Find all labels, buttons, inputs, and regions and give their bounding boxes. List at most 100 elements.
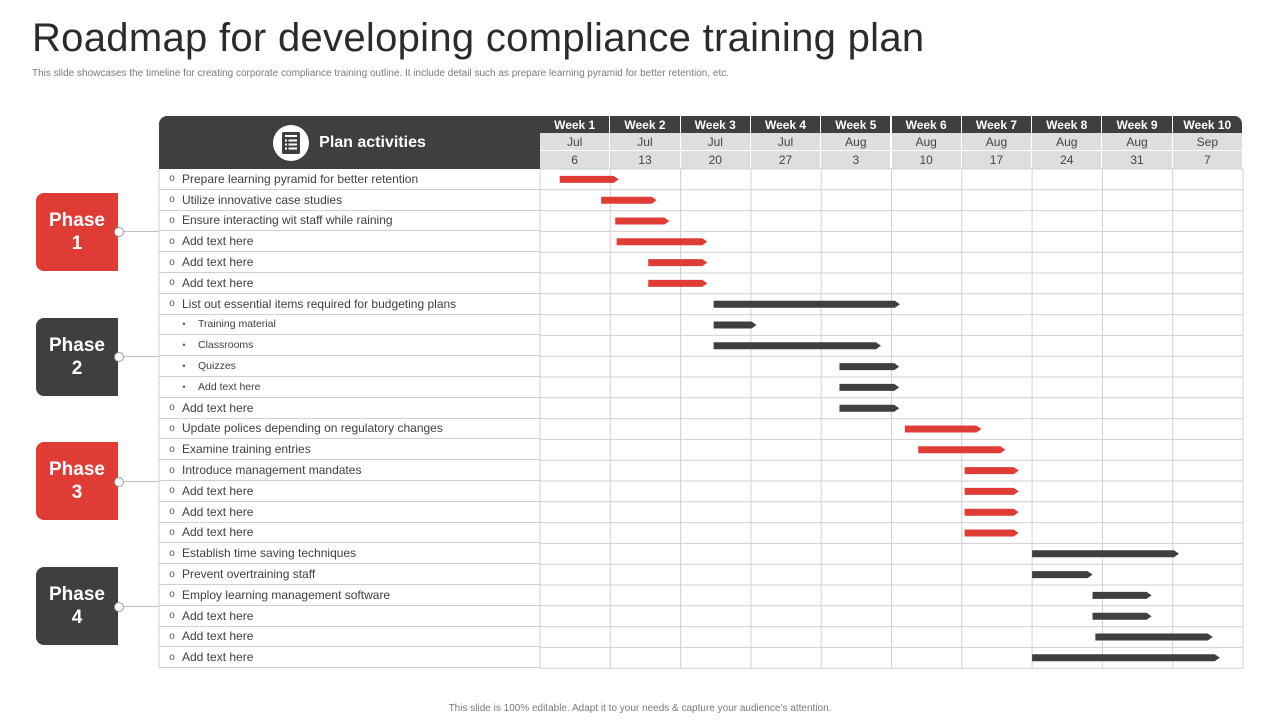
timeline-bar <box>964 487 1019 495</box>
activity-text: List out essential items required for bu… <box>182 296 457 311</box>
activity-row: o Add text here <box>159 627 540 648</box>
timeline-bar <box>1032 571 1093 579</box>
week-day: 27 <box>750 150 822 169</box>
activity-text: Add text here <box>182 608 254 623</box>
activity-text: Add text here <box>182 650 254 665</box>
timeline-bar <box>839 383 900 391</box>
phase-3-label: Phase 3 <box>36 442 118 520</box>
circle-bullet-icon: o <box>169 589 175 601</box>
timeline-bar <box>713 300 900 308</box>
week-header: Week 8 <box>1032 116 1103 133</box>
week-day: 24 <box>1032 150 1103 169</box>
timeline-bar <box>1095 633 1213 641</box>
activity-row: o Prevent overtraining staff <box>159 564 540 585</box>
activity-text: Add text here <box>182 275 254 290</box>
bullet-icon: • <box>182 381 186 392</box>
activity-text: Employ learning management software <box>182 587 391 602</box>
activity-text: Ensure interacting wit staff while raini… <box>182 213 393 228</box>
activity-row: o Add text here <box>159 481 540 502</box>
week-month: Jul <box>680 133 751 150</box>
circle-bullet-icon: o <box>169 464 175 476</box>
week-month: Jul <box>750 133 822 150</box>
timeline-bar <box>559 175 619 183</box>
circle-bullet-icon: o <box>169 422 175 434</box>
timeline-bar <box>839 363 900 371</box>
phase-connector-dot <box>114 227 124 237</box>
timeline-bar <box>964 467 1019 475</box>
timeline-bar <box>839 404 900 412</box>
phase-connector-dot <box>114 602 124 612</box>
page-title: Roadmap for developing compliance traini… <box>32 16 925 60</box>
circle-bullet-icon: o <box>169 402 175 414</box>
circle-bullet-icon: o <box>169 485 175 497</box>
circle-bullet-icon: o <box>169 298 175 310</box>
activity-row: o Prepare learning pyramid for better ret… <box>159 169 540 190</box>
timeline-bar <box>616 238 708 246</box>
activity-text: Quizzes <box>198 360 236 373</box>
week-day: 6 <box>540 150 611 169</box>
circle-bullet-icon: o <box>169 547 175 559</box>
activity-row: • Training material <box>159 315 540 336</box>
activity-text: Introduce management mandates <box>182 463 362 478</box>
activity-text: Add text here <box>182 504 254 519</box>
week-month: Aug <box>1102 133 1173 150</box>
week-month: Aug <box>961 133 1033 150</box>
activity-row: o Add text here <box>159 252 540 273</box>
week-month: Aug <box>1032 133 1103 150</box>
week-day: 31 <box>1102 150 1173 169</box>
activity-text: Examine training entries <box>182 442 311 457</box>
timeline-bar <box>964 529 1019 537</box>
activity-row: • Add text here <box>159 377 540 398</box>
activity-row: • Classrooms <box>159 335 540 357</box>
activity-row: o Update polices depending on regulatory … <box>159 419 540 440</box>
activity-text: Training material <box>198 318 276 331</box>
phase-connector <box>118 231 159 232</box>
week-header: Week 10 <box>1172 116 1243 133</box>
phase-connector <box>118 606 159 607</box>
week-header: Week 2 <box>610 116 681 133</box>
activity-row: o Add text here <box>159 398 540 419</box>
activity-row: o Employ learning management software <box>159 585 540 606</box>
circle-bullet-icon: o <box>169 651 175 663</box>
circle-bullet-icon: o <box>169 568 175 580</box>
week-month: Sep <box>1172 133 1243 150</box>
phase-connector <box>118 356 159 357</box>
activity-text: Classrooms <box>198 339 254 352</box>
activity-text: Add text here <box>182 234 254 249</box>
activity-row: o Add text here <box>159 231 540 253</box>
circle-bullet-icon: o <box>169 610 175 622</box>
activity-text: Add text here <box>182 400 254 415</box>
timeline-bar <box>615 217 670 225</box>
activity-row: o Establish time saving techniques <box>159 543 540 565</box>
phase-connector-dot <box>114 477 124 487</box>
circle-bullet-icon: o <box>169 173 175 185</box>
week-day: 17 <box>961 150 1033 169</box>
timeline-bar <box>964 508 1019 516</box>
circle-bullet-icon: o <box>169 277 175 289</box>
footer-note: This slide is 100% editable. Adapt it to… <box>448 703 832 714</box>
activity-row: o Examine training entries <box>159 439 540 461</box>
timeline-bar <box>713 342 881 350</box>
phase-1-label: Phase 1 <box>36 193 118 271</box>
bullet-icon: • <box>182 340 186 351</box>
week-day: 7 <box>1172 150 1243 169</box>
week-header: Week 9 <box>1102 116 1173 133</box>
activity-row: o Add text here <box>159 273 540 294</box>
circle-bullet-icon: o <box>169 194 175 206</box>
circle-bullet-icon: o <box>169 235 175 247</box>
circle-bullet-icon: o <box>169 630 175 642</box>
circle-bullet-icon: o <box>169 214 175 226</box>
phase-4-label: Phase 4 <box>36 567 118 645</box>
activity-row: o Add text here <box>159 647 540 669</box>
activity-text: Add text here <box>198 380 261 393</box>
week-header: Week 7 <box>961 116 1033 133</box>
page-subtitle: This slide showcases the timeline for cr… <box>32 68 730 79</box>
activity-text: Prevent overtraining staff <box>182 567 316 582</box>
timeline-bar <box>1092 612 1152 620</box>
timeline-bar <box>1092 591 1152 599</box>
circle-bullet-icon: o <box>169 526 175 538</box>
timeline-bar <box>713 321 757 329</box>
activity-text: Prepare learning pyramid for better rete… <box>182 171 419 186</box>
plan-activities-header: Plan activities <box>159 116 540 169</box>
timeline-bar <box>648 279 708 287</box>
